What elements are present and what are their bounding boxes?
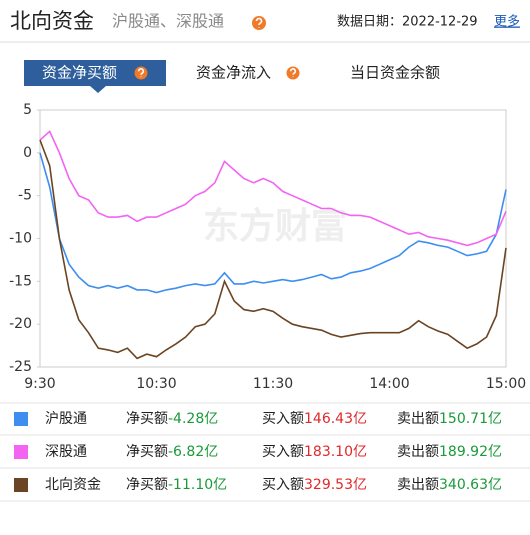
- net-label: 净买额: [126, 477, 168, 493]
- x-tick-label: 14:00: [369, 376, 409, 392]
- buy-value: 329.53亿: [304, 477, 367, 493]
- x-tick-label: 11:30: [253, 376, 293, 392]
- y-tick-label: -10: [9, 231, 32, 247]
- buy-label: 买入额: [262, 411, 304, 427]
- buy-label: 买入额: [262, 444, 304, 460]
- y-tick-label: -25: [9, 359, 32, 375]
- buy-label: 买入额: [262, 477, 304, 493]
- y-tick-label: -5: [18, 188, 32, 204]
- buy-value: 146.43亿: [304, 411, 367, 427]
- more-link[interactable]: 更多: [494, 14, 520, 30]
- help-icon[interactable]: [134, 66, 148, 80]
- net-value: -4.28亿: [168, 411, 218, 427]
- net-label: 净买额: [126, 444, 168, 460]
- x-tick-label: 9:30: [24, 376, 55, 392]
- sell-label: 卖出额: [397, 444, 439, 460]
- legend-swatch: [14, 412, 28, 426]
- page-title: 北向资金: [10, 9, 94, 33]
- net-label: 净买额: [126, 411, 168, 427]
- tab-pointer: [90, 86, 106, 93]
- x-tick-label: 10:30: [136, 376, 176, 392]
- y-tick-label: 5: [23, 102, 32, 118]
- tab[interactable]: 当日资金余额: [350, 64, 440, 82]
- sell-label: 卖出额: [397, 411, 439, 427]
- y-tick-label: -20: [9, 316, 32, 332]
- sell-value: 340.63亿: [439, 477, 502, 493]
- legend-name: 深股通: [45, 444, 87, 460]
- watermark: 东方财富: [203, 205, 347, 247]
- legend-name: 北向资金: [45, 477, 101, 493]
- sell-label: 卖出额: [397, 477, 439, 493]
- buy-value: 183.10亿: [304, 444, 367, 460]
- subtitle: 沪股通、深股通: [112, 12, 224, 31]
- legend-name: 沪股通: [45, 411, 87, 427]
- data-date: 数据日期：2022-12-29: [337, 15, 478, 30]
- legend-swatch: [14, 445, 28, 459]
- series-line: [39, 139, 507, 360]
- sell-value: 150.71亿: [439, 411, 502, 427]
- x-tick-label: 15:00: [486, 376, 526, 392]
- help-icon[interactable]: [252, 16, 266, 30]
- plot: 5 0 -5 -10 -15 -20 -259:30 10:30 11:30 14:00 15:00: [9, 102, 526, 392]
- tab[interactable]: 资金净流入: [196, 64, 271, 82]
- net-value: -6.82亿: [168, 444, 218, 460]
- series-line: [39, 130, 507, 247]
- help-icon[interactable]: [286, 66, 300, 80]
- sell-value: 189.92亿: [439, 444, 502, 460]
- y-tick-label: 0: [23, 145, 32, 161]
- y-tick-label: -15: [9, 273, 32, 289]
- legend-swatch: [14, 478, 28, 492]
- series-line: [39, 152, 507, 294]
- net-value: -11.10亿: [168, 477, 227, 493]
- tab[interactable]: 资金净买额: [42, 64, 117, 82]
